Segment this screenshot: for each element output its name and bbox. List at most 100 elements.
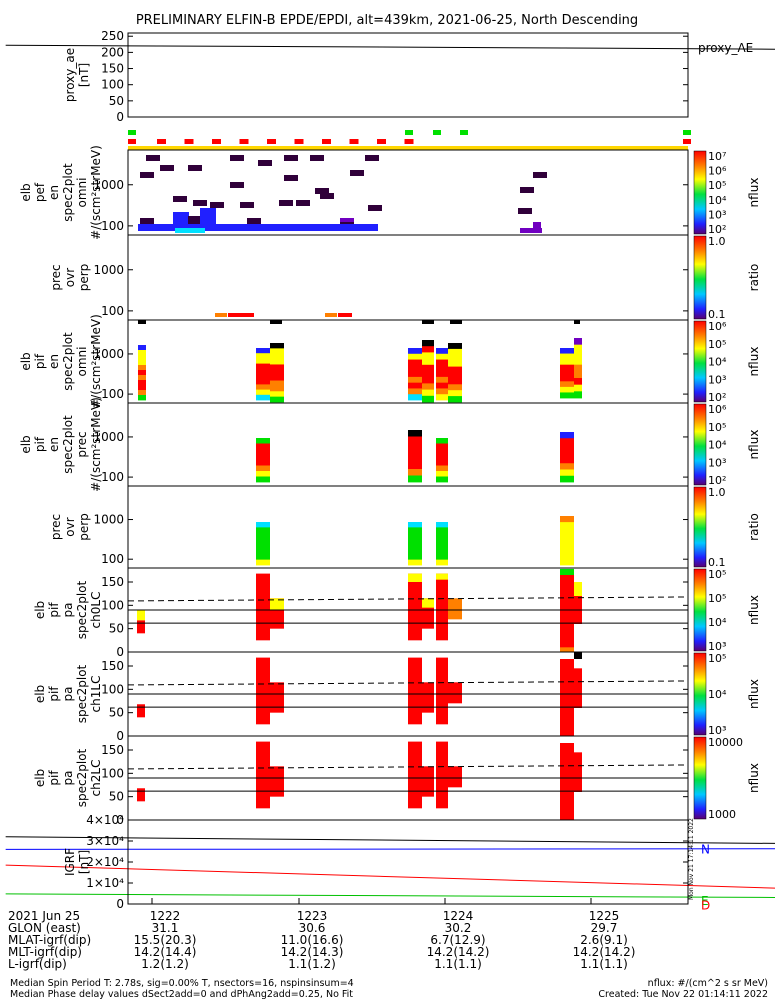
y-tick-label: 4×10⁴ xyxy=(86,813,124,827)
spectrogram-cell xyxy=(422,395,434,403)
time-axis-value-time: 1223 xyxy=(297,909,328,923)
panel-content xyxy=(127,741,689,820)
colorbar-tick-label: 10⁶ xyxy=(708,165,727,178)
spectrogram-cell xyxy=(270,353,284,360)
y-tick-label: 0 xyxy=(116,729,124,743)
spectrogram-cell xyxy=(256,348,270,354)
spectrogram-cell xyxy=(448,384,462,391)
spectrogram-cell xyxy=(448,360,462,367)
spectrogram-cell xyxy=(138,320,146,324)
spectrogram-cell xyxy=(146,155,160,161)
spectrogram-cell xyxy=(422,340,434,347)
spectrogram-cell xyxy=(574,384,582,392)
y-axis-label: pa xyxy=(61,687,75,702)
spectrogram-cell xyxy=(436,460,448,466)
y-axis-label: ch0LC xyxy=(89,592,103,629)
y-axis-label: pa xyxy=(61,771,75,786)
spectrogram-cell xyxy=(560,432,574,439)
panel-elb_pif_en_spec2plot_prec: 100 1000 elb pif en spec2plot prec #/(scm²strMe… xyxy=(19,397,761,492)
spectrogram-cell xyxy=(574,364,582,372)
spectrogram-cell xyxy=(422,682,434,713)
y-axis-label: ch2LC xyxy=(89,760,103,797)
y-axis-label: [nT] xyxy=(77,63,91,87)
spectrogram-cell xyxy=(574,338,582,346)
spectrogram-cell xyxy=(560,516,574,523)
spectrogram-cell xyxy=(422,389,434,397)
y-axis-label: pif xyxy=(33,353,47,369)
colorbar-label: nflux xyxy=(747,595,761,625)
y-axis-label: spec2plot xyxy=(61,332,75,391)
colorbar-tick-label: 10³ xyxy=(708,373,726,386)
spectrogram-cell xyxy=(448,766,462,788)
y-tick-label: 2×10⁴ xyxy=(86,855,124,869)
spectrogram-cell xyxy=(256,449,270,455)
spectrogram-cell xyxy=(256,379,270,385)
time-axis-value-time: 1224 xyxy=(443,909,474,923)
spectrogram-cell xyxy=(422,383,434,390)
spectrogram-cell xyxy=(436,548,448,555)
spectrogram-cell xyxy=(436,657,448,725)
spectrogram-cell xyxy=(408,449,422,457)
status-mark xyxy=(157,139,166,144)
spectrogram-cell xyxy=(436,382,448,389)
colorbar-tick-label: 10⁶ xyxy=(708,403,727,416)
y-tick-label: 100 xyxy=(101,766,124,780)
spectrogram-cell xyxy=(256,374,270,380)
series-line xyxy=(5,848,775,850)
spectrogram-cell xyxy=(574,391,582,399)
spectrogram-cell xyxy=(436,522,448,528)
spectrogram-cell xyxy=(138,345,146,351)
colorbar-tick-label: 10⁵ xyxy=(708,568,726,581)
spectrogram-cell xyxy=(560,540,574,548)
y-axis-label: ovr xyxy=(63,268,77,287)
footer-nflux-units: nflux: #/(cm^2 s sr MeV) xyxy=(648,978,768,989)
colorbar-label: ratio xyxy=(747,513,761,541)
spectrogram-cell xyxy=(270,359,284,365)
y-tick-label: 50 xyxy=(109,622,124,636)
spectrogram-cell xyxy=(574,358,582,366)
spectrogram-cell xyxy=(310,155,324,161)
y-axis-label: [nT] xyxy=(77,850,91,874)
y-axis-label: elb xyxy=(19,435,33,453)
footer-created: Created: Tue Nov 22 01:14:11 2022 xyxy=(598,989,768,1000)
spectrogram-cell xyxy=(560,359,574,366)
spectrogram-cell xyxy=(350,170,364,176)
spectrogram-cell xyxy=(560,568,574,575)
y-tick-label: 1000 xyxy=(93,430,124,444)
spectrogram-cell xyxy=(560,444,574,452)
spectrogram-cell xyxy=(270,364,284,371)
spectrogram-cell xyxy=(560,386,574,393)
spectrogram-cell xyxy=(436,465,448,472)
spectrogram-cell xyxy=(256,554,270,561)
figure-title: PRELIMINARY ELFIN-B EPDE/EPDI, alt=439km… xyxy=(136,13,638,28)
y-tick-label: 0 xyxy=(116,645,124,659)
spectrogram-cell xyxy=(137,788,145,802)
spectrogram-cell xyxy=(422,352,434,359)
spectrogram-cell xyxy=(560,522,574,529)
legend-proxy-ae: proxy_AE xyxy=(698,41,753,55)
spectrogram-cell xyxy=(436,476,448,483)
spectrogram-cell xyxy=(436,443,448,450)
spectrogram-cell xyxy=(408,456,422,463)
colorbar-tick-label: 10⁴ xyxy=(708,688,727,701)
spectrogram-cell xyxy=(256,471,270,477)
spectrogram-cell xyxy=(256,522,270,528)
spectrogram-cell xyxy=(256,460,270,466)
time-axis-value-time: 1222 xyxy=(150,909,181,923)
y-axis-label: pef xyxy=(33,182,47,202)
status-bars xyxy=(128,130,691,150)
footer-spin-period: Median Spin Period T: 2.78s, sig=0.00% T… xyxy=(10,978,354,989)
y-tick-label: 150 xyxy=(101,743,124,757)
y-tick-label: 1×10⁴ xyxy=(86,876,124,890)
y-axis-label: IGRF xyxy=(63,848,77,876)
y-axis-label: perp xyxy=(77,513,91,541)
spectrogram-cell xyxy=(560,457,574,464)
spectrogram-cell xyxy=(574,371,582,379)
time-axis-value-time: 1225 xyxy=(589,909,620,923)
colorbar-label: nflux xyxy=(747,679,761,709)
spectrogram-cell xyxy=(138,370,146,376)
y-axis-label: proxy_ae xyxy=(63,48,77,102)
panel-igrf: 0 1×10⁴ 2×10⁴ 3×10⁴ 4×10⁴ IGRF [nT] N ED xyxy=(5,813,775,912)
status-bar-yellow xyxy=(128,146,688,150)
